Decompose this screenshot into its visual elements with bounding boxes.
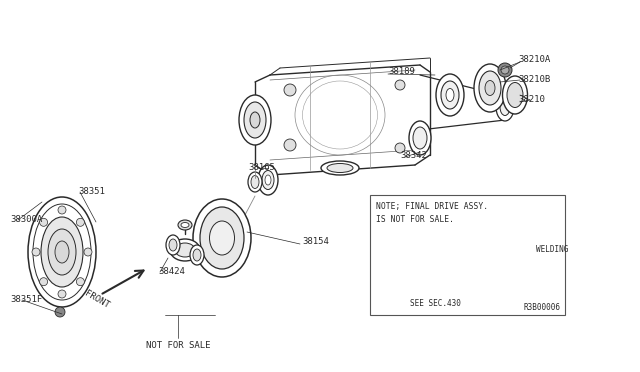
Ellipse shape — [193, 199, 251, 277]
Circle shape — [84, 248, 92, 256]
Ellipse shape — [28, 197, 96, 307]
Ellipse shape — [507, 83, 523, 108]
Ellipse shape — [193, 249, 201, 261]
Ellipse shape — [209, 221, 234, 255]
Circle shape — [501, 66, 509, 74]
Circle shape — [76, 278, 84, 286]
Ellipse shape — [441, 81, 459, 109]
Circle shape — [40, 278, 47, 286]
Text: 38210B: 38210B — [518, 76, 550, 84]
Ellipse shape — [384, 255, 396, 271]
Text: 38189: 38189 — [388, 67, 415, 77]
Text: 38154: 38154 — [302, 237, 329, 247]
Ellipse shape — [413, 127, 427, 149]
Ellipse shape — [436, 74, 464, 116]
Ellipse shape — [485, 80, 495, 96]
Ellipse shape — [474, 64, 506, 112]
Ellipse shape — [409, 121, 431, 155]
Ellipse shape — [502, 76, 527, 114]
Ellipse shape — [181, 222, 189, 228]
Text: 38210A: 38210A — [518, 55, 550, 64]
Ellipse shape — [169, 239, 177, 251]
Text: 38165: 38165 — [248, 164, 275, 173]
Ellipse shape — [248, 172, 262, 192]
Circle shape — [40, 218, 47, 226]
Ellipse shape — [500, 99, 510, 115]
Text: WELDING: WELDING — [536, 246, 568, 254]
Ellipse shape — [41, 217, 83, 287]
Text: 38210: 38210 — [518, 96, 545, 105]
Ellipse shape — [446, 89, 454, 102]
Text: R3B00006: R3B00006 — [523, 303, 560, 312]
Circle shape — [284, 139, 296, 151]
Ellipse shape — [190, 245, 204, 265]
Circle shape — [32, 248, 40, 256]
Ellipse shape — [479, 71, 501, 105]
Text: 38300A: 38300A — [10, 215, 42, 224]
Circle shape — [55, 307, 65, 317]
Ellipse shape — [321, 161, 359, 175]
Circle shape — [58, 206, 66, 214]
Text: NOTE; FINAL DRIVE ASSY.: NOTE; FINAL DRIVE ASSY. — [376, 202, 488, 212]
Bar — [370, 195, 565, 315]
Ellipse shape — [265, 175, 271, 185]
Ellipse shape — [506, 235, 524, 249]
Ellipse shape — [262, 170, 274, 189]
Text: 38424: 38424 — [158, 267, 185, 276]
Ellipse shape — [239, 95, 271, 145]
Text: FRONT: FRONT — [83, 289, 111, 311]
Text: SEE SEC.430: SEE SEC.430 — [410, 298, 461, 308]
Ellipse shape — [496, 93, 514, 121]
Ellipse shape — [258, 165, 278, 195]
Ellipse shape — [327, 164, 353, 173]
Text: 38342: 38342 — [400, 151, 427, 160]
Ellipse shape — [250, 112, 260, 128]
Ellipse shape — [178, 220, 192, 230]
Circle shape — [58, 290, 66, 298]
Ellipse shape — [55, 241, 69, 263]
Circle shape — [395, 143, 405, 153]
Ellipse shape — [170, 239, 200, 261]
Text: 38351: 38351 — [78, 187, 105, 196]
Text: IS NOT FOR SALE.: IS NOT FOR SALE. — [376, 215, 454, 224]
Ellipse shape — [244, 102, 266, 138]
Ellipse shape — [175, 243, 195, 257]
Ellipse shape — [379, 249, 401, 277]
Ellipse shape — [48, 229, 76, 275]
Ellipse shape — [200, 207, 244, 269]
Circle shape — [284, 84, 296, 96]
Text: 38351F: 38351F — [10, 295, 42, 305]
Text: NOT FOR SALE: NOT FOR SALE — [146, 340, 211, 350]
Circle shape — [76, 218, 84, 226]
Circle shape — [395, 80, 405, 90]
Circle shape — [498, 63, 512, 77]
Ellipse shape — [166, 235, 180, 255]
Ellipse shape — [251, 176, 259, 189]
